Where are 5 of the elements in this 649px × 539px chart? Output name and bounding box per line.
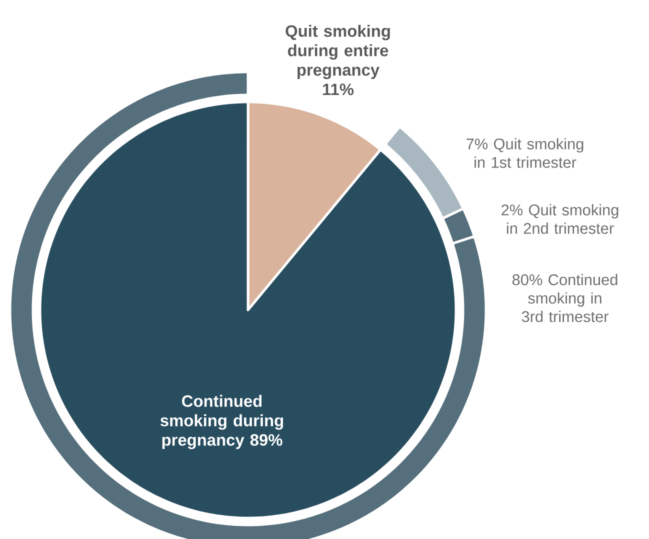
slice-label: 7% Quit smoking in 1st trimester	[466, 138, 584, 168]
slice-label: 2% Quit smoking in 2nd trimester	[502, 204, 618, 234]
slice-label: 80% Continued smoking in 3rd trimester	[512, 274, 618, 322]
slice-label: Continued smoking during pregnancy 89%	[160, 394, 284, 450]
slice-label: Quit smoking during entire pregnancy 11%	[286, 24, 390, 96]
